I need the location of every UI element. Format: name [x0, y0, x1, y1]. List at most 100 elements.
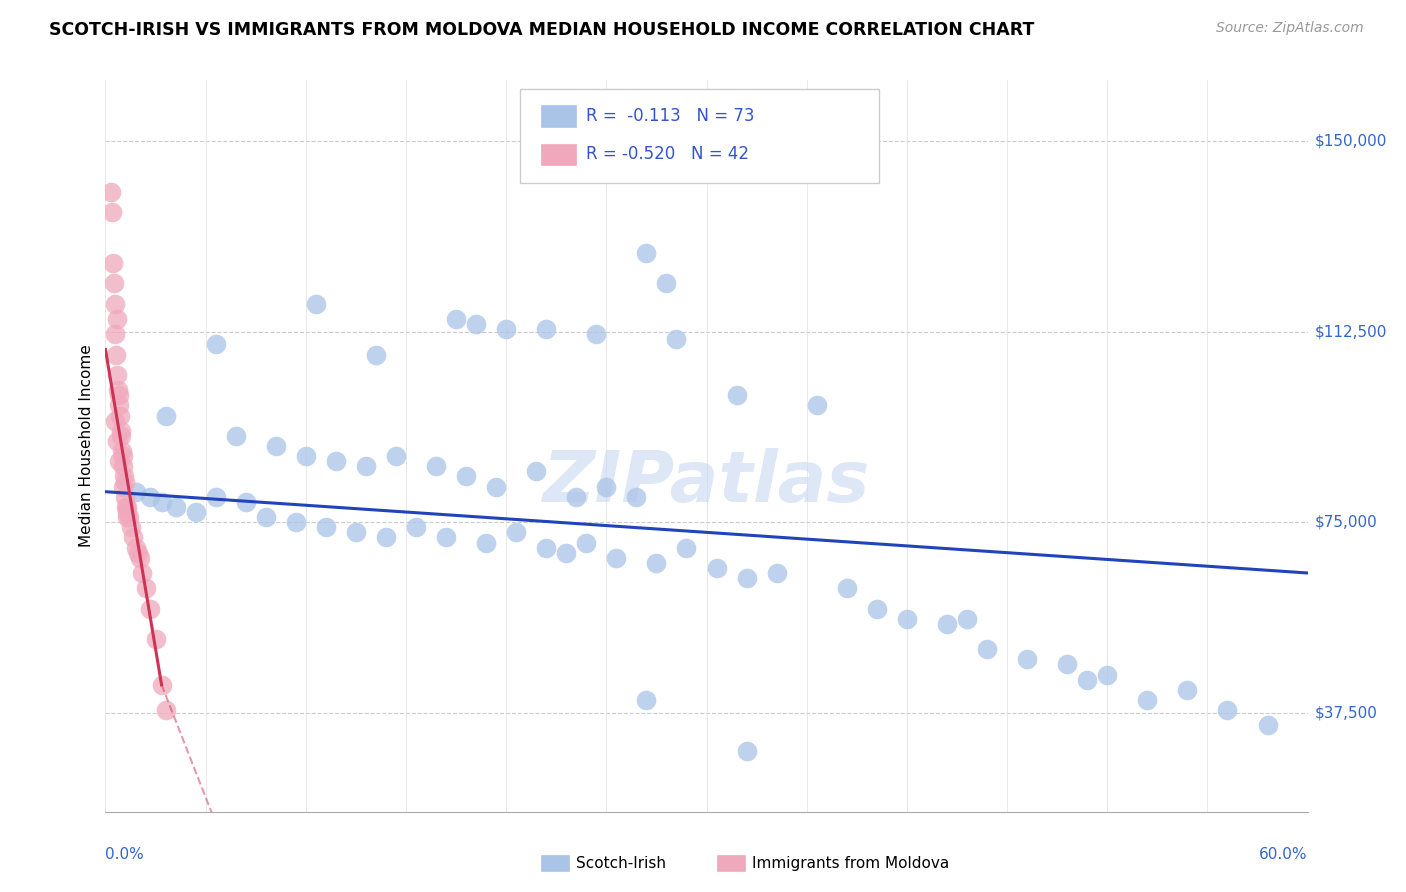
Point: [305, 297, 328, 311]
Point: [956, 612, 979, 626]
Point: [235, 495, 257, 509]
Point: [107, 368, 129, 382]
Point: [374, 530, 396, 544]
Point: [675, 541, 697, 555]
Point: [565, 490, 588, 504]
Text: 0.0%: 0.0%: [105, 847, 145, 863]
Text: SCOTCH-IRISH VS IMMIGRANTS FROM MOLDOVA MEDIAN HOUSEHOLD INCOME CORRELATION CHAR: SCOTCH-IRISH VS IMMIGRANTS FROM MOLDOVA …: [49, 21, 1035, 38]
Point: [105, 347, 128, 362]
Point: [124, 484, 146, 499]
Text: ZIPatlas: ZIPatlas: [543, 448, 870, 517]
Point: [110, 429, 132, 443]
Point: [315, 520, 337, 534]
Point: [204, 490, 226, 504]
Point: [117, 500, 139, 514]
Point: [364, 347, 387, 362]
Text: R = -0.520   N = 42: R = -0.520 N = 42: [586, 145, 749, 163]
Point: [111, 444, 134, 458]
Point: [284, 515, 307, 529]
Point: [150, 495, 173, 509]
Point: [112, 480, 135, 494]
Point: [104, 327, 127, 342]
Point: [184, 505, 207, 519]
Point: [936, 616, 959, 631]
Point: [145, 632, 167, 646]
Text: Source: ZipAtlas.com: Source: ZipAtlas.com: [1216, 21, 1364, 35]
Point: [735, 571, 758, 585]
Text: R =  -0.113   N = 73: R = -0.113 N = 73: [586, 107, 755, 125]
Point: [204, 337, 226, 351]
Point: [665, 332, 688, 346]
Point: [655, 277, 678, 291]
Point: [495, 322, 517, 336]
Point: [121, 520, 143, 534]
Text: 60.0%: 60.0%: [1260, 847, 1308, 863]
Point: [110, 424, 132, 438]
Point: [112, 459, 135, 474]
Point: [107, 383, 129, 397]
Point: [444, 312, 467, 326]
Point: [354, 459, 377, 474]
Point: [264, 439, 287, 453]
Point: [127, 546, 149, 560]
Point: [101, 205, 124, 219]
Point: [155, 409, 177, 423]
Point: [124, 541, 146, 555]
Text: $112,500: $112,500: [1315, 324, 1386, 339]
Point: [117, 505, 139, 519]
Point: [344, 525, 367, 540]
Point: [405, 520, 427, 534]
Point: [104, 297, 127, 311]
Point: [806, 398, 828, 412]
Point: [104, 414, 127, 428]
Point: [112, 449, 135, 463]
Point: [103, 277, 125, 291]
Point: [114, 469, 136, 483]
Point: [118, 510, 141, 524]
Point: [108, 398, 131, 412]
Point: [103, 256, 125, 270]
Point: [534, 541, 557, 555]
Text: $150,000: $150,000: [1315, 134, 1386, 149]
Point: [866, 601, 889, 615]
Point: [1015, 652, 1038, 666]
Point: [575, 535, 598, 549]
Point: [605, 550, 627, 565]
Point: [595, 480, 617, 494]
Text: $37,500: $37,500: [1315, 706, 1378, 720]
Point: [505, 525, 527, 540]
Point: [135, 581, 157, 595]
Point: [765, 566, 787, 580]
Point: [1257, 718, 1279, 732]
Point: [626, 490, 648, 504]
Point: [485, 480, 508, 494]
Point: [108, 454, 131, 468]
Text: $75,000: $75,000: [1315, 515, 1378, 530]
Point: [107, 434, 129, 448]
Point: [835, 581, 858, 595]
Point: [896, 612, 918, 626]
Point: [114, 490, 136, 504]
Text: Immigrants from Moldova: Immigrants from Moldova: [752, 856, 949, 871]
Point: [585, 327, 607, 342]
Point: [131, 566, 153, 580]
Point: [1097, 667, 1119, 681]
Point: [1076, 673, 1098, 687]
Point: [150, 678, 173, 692]
Point: [100, 185, 122, 199]
Y-axis label: Median Household Income: Median Household Income: [79, 344, 94, 548]
Point: [456, 469, 478, 483]
Point: [1136, 693, 1159, 707]
Point: [1216, 703, 1239, 717]
Point: [425, 459, 447, 474]
Point: [325, 454, 347, 468]
Point: [165, 500, 187, 514]
Point: [796, 145, 818, 159]
Point: [735, 744, 758, 758]
Text: Scotch-Irish: Scotch-Irish: [576, 856, 666, 871]
Point: [1175, 682, 1198, 697]
Point: [434, 530, 457, 544]
Point: [138, 490, 160, 504]
Point: [254, 510, 277, 524]
Point: [1056, 657, 1078, 672]
